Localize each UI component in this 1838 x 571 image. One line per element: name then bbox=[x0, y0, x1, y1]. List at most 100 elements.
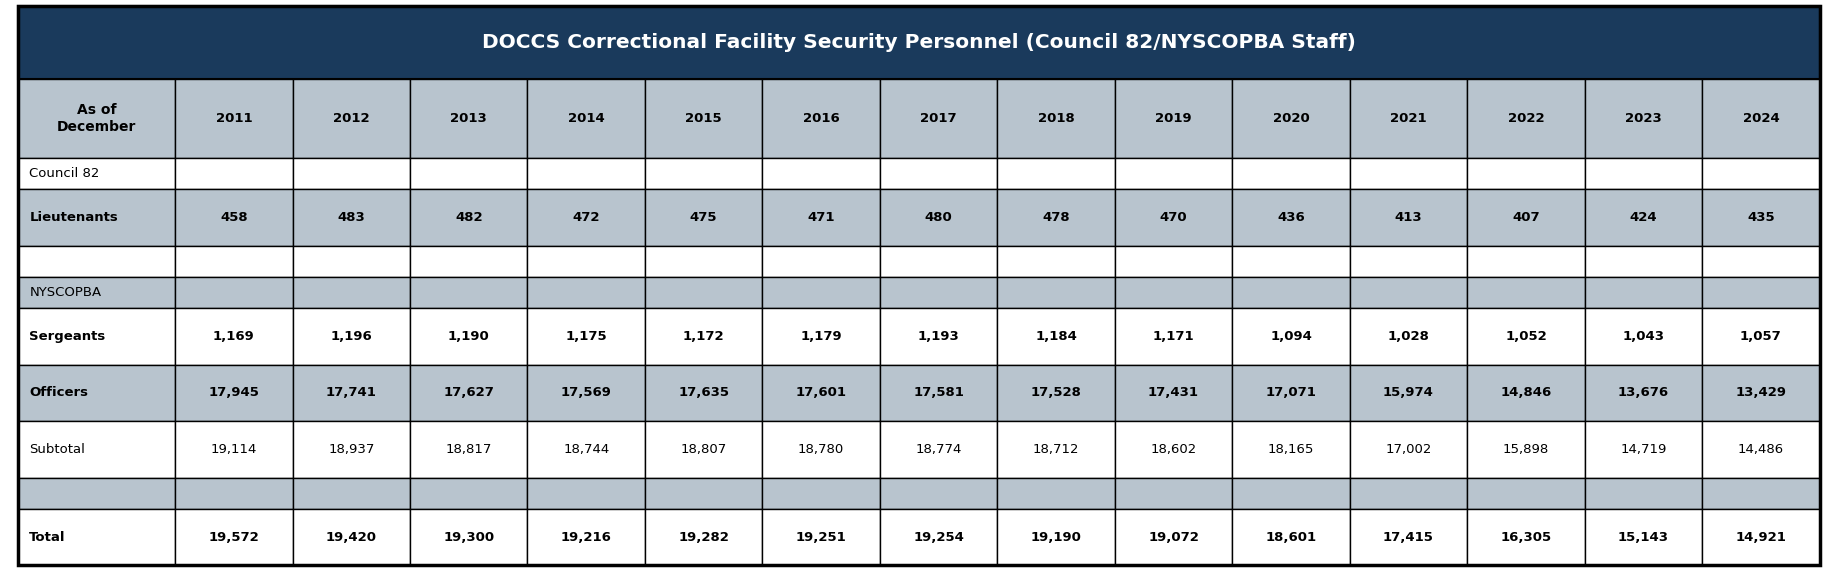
Bar bbox=[528, 79, 645, 158]
Bar bbox=[1584, 308, 1702, 365]
Text: 1,171: 1,171 bbox=[1152, 330, 1195, 343]
Text: 18,780: 18,780 bbox=[798, 443, 844, 456]
Bar bbox=[998, 158, 1116, 190]
Text: As of
December: As of December bbox=[57, 103, 136, 134]
Text: 2021: 2021 bbox=[1390, 112, 1426, 125]
Bar bbox=[1116, 308, 1231, 365]
Text: 17,528: 17,528 bbox=[1031, 387, 1081, 399]
Bar bbox=[645, 277, 763, 308]
Bar bbox=[645, 365, 763, 421]
Bar bbox=[18, 509, 175, 565]
Bar bbox=[528, 478, 645, 509]
Bar bbox=[645, 308, 763, 365]
Text: 2023: 2023 bbox=[1625, 112, 1662, 125]
Bar bbox=[1702, 190, 1820, 246]
Text: 471: 471 bbox=[807, 211, 834, 224]
Bar bbox=[1584, 158, 1702, 190]
Bar bbox=[1116, 246, 1231, 277]
Bar bbox=[763, 478, 880, 509]
Bar bbox=[1231, 246, 1349, 277]
Bar bbox=[18, 478, 175, 509]
Text: 15,143: 15,143 bbox=[1617, 530, 1669, 544]
Text: 2011: 2011 bbox=[215, 112, 252, 125]
Bar bbox=[1584, 79, 1702, 158]
Text: 18,601: 18,601 bbox=[1265, 530, 1316, 544]
Bar bbox=[292, 509, 410, 565]
Text: 2022: 2022 bbox=[1507, 112, 1544, 125]
Text: 18,817: 18,817 bbox=[445, 443, 493, 456]
Text: 1,179: 1,179 bbox=[800, 330, 842, 343]
Bar bbox=[292, 158, 410, 190]
Bar bbox=[1231, 509, 1349, 565]
Bar bbox=[1116, 421, 1231, 478]
Bar bbox=[1584, 421, 1702, 478]
Text: Subtotal: Subtotal bbox=[29, 443, 85, 456]
Bar bbox=[1584, 509, 1702, 565]
Text: 1,052: 1,052 bbox=[1505, 330, 1548, 343]
Bar bbox=[998, 79, 1116, 158]
Bar bbox=[1467, 365, 1584, 421]
Bar bbox=[998, 509, 1116, 565]
Text: 2016: 2016 bbox=[803, 112, 840, 125]
Bar bbox=[763, 509, 880, 565]
Text: 19,072: 19,072 bbox=[1149, 530, 1198, 544]
Bar bbox=[410, 421, 528, 478]
Bar bbox=[998, 190, 1116, 246]
Bar bbox=[1702, 365, 1820, 421]
Bar bbox=[175, 365, 292, 421]
Bar bbox=[998, 308, 1116, 365]
Bar bbox=[998, 365, 1116, 421]
Bar bbox=[763, 308, 880, 365]
Bar bbox=[1467, 478, 1584, 509]
Bar bbox=[18, 158, 175, 190]
Bar bbox=[1467, 158, 1584, 190]
Bar bbox=[1349, 158, 1467, 190]
Text: 436: 436 bbox=[1277, 211, 1305, 224]
Bar bbox=[175, 158, 292, 190]
Bar bbox=[1467, 190, 1584, 246]
Bar bbox=[410, 277, 528, 308]
Text: 19,300: 19,300 bbox=[443, 530, 494, 544]
Text: 19,114: 19,114 bbox=[211, 443, 257, 456]
Bar bbox=[763, 190, 880, 246]
Text: 413: 413 bbox=[1395, 211, 1423, 224]
Bar bbox=[1349, 421, 1467, 478]
Text: Sergeants: Sergeants bbox=[29, 330, 105, 343]
Text: 18,744: 18,744 bbox=[562, 443, 610, 456]
Text: 18,807: 18,807 bbox=[680, 443, 726, 456]
Bar bbox=[645, 509, 763, 565]
Bar bbox=[292, 365, 410, 421]
Text: 17,431: 17,431 bbox=[1149, 387, 1198, 399]
Bar bbox=[175, 478, 292, 509]
Bar bbox=[175, 421, 292, 478]
Text: 16,305: 16,305 bbox=[1500, 530, 1551, 544]
Text: DOCCS Correctional Facility Security Personnel (Council 82/NYSCOPBA Staff): DOCCS Correctional Facility Security Per… bbox=[482, 33, 1356, 52]
Bar bbox=[1702, 158, 1820, 190]
Bar bbox=[880, 277, 998, 308]
Bar bbox=[1702, 79, 1820, 158]
Text: 472: 472 bbox=[572, 211, 599, 224]
Text: 15,974: 15,974 bbox=[1382, 387, 1434, 399]
Text: Officers: Officers bbox=[29, 387, 88, 399]
Bar bbox=[763, 365, 880, 421]
Text: 19,190: 19,190 bbox=[1031, 530, 1081, 544]
Bar bbox=[410, 246, 528, 277]
Bar bbox=[880, 308, 998, 365]
Bar bbox=[763, 277, 880, 308]
Bar bbox=[880, 421, 998, 478]
Bar bbox=[880, 509, 998, 565]
Bar bbox=[1702, 246, 1820, 277]
Bar bbox=[528, 277, 645, 308]
Bar bbox=[175, 190, 292, 246]
Bar bbox=[410, 158, 528, 190]
Text: 2020: 2020 bbox=[1272, 112, 1309, 125]
Text: 458: 458 bbox=[221, 211, 248, 224]
Text: 18,602: 18,602 bbox=[1151, 443, 1197, 456]
Text: 470: 470 bbox=[1160, 211, 1187, 224]
Bar bbox=[880, 158, 998, 190]
Text: 1,057: 1,057 bbox=[1741, 330, 1781, 343]
Text: 483: 483 bbox=[338, 211, 366, 224]
Bar bbox=[1349, 308, 1467, 365]
Text: 1,094: 1,094 bbox=[1270, 330, 1312, 343]
Text: NYSCOPBA: NYSCOPBA bbox=[29, 286, 101, 299]
